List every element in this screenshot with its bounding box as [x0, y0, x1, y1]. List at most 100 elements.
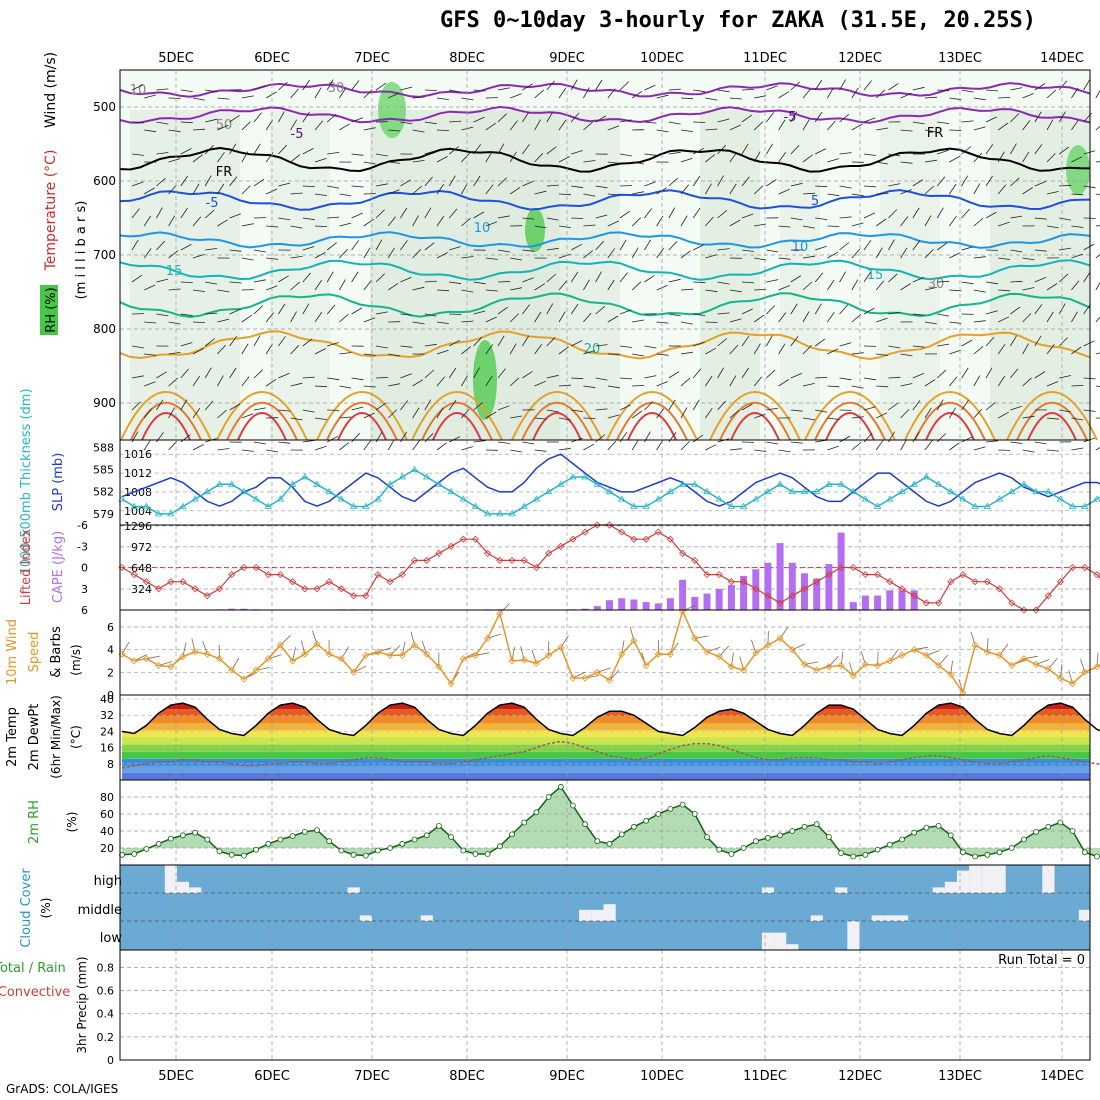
upper-wind-barb: [1010, 87, 1023, 91]
thickness-point: [666, 487, 675, 495]
thickness-slp-frame: [119, 439, 1091, 526]
upper-wind-barb: [766, 112, 775, 123]
upper-wind-barb: [1034, 111, 1042, 123]
cloud-bar: [189, 887, 202, 893]
cloud-bar: [956, 870, 970, 893]
upper-wind-barb: [839, 435, 851, 443]
ylabel-rh-units: (%): [65, 812, 79, 833]
upper-wind-barb: [241, 185, 251, 195]
top-date-label: 14DEC: [1040, 51, 1084, 66]
upper-wind-barb: [680, 97, 694, 100]
upper-wind-barb: [936, 399, 944, 411]
ylabel-rh: RH (%): [44, 287, 59, 332]
upper-wind-barb: [204, 338, 215, 347]
upper-wind-barb: [851, 248, 861, 259]
pressure-tick-label: 600: [93, 174, 116, 188]
upper-wind-barb: [705, 321, 718, 323]
slp-line: [121, 453, 1100, 507]
upper-wind-barb: [936, 242, 948, 251]
lifted-index-point: [922, 599, 930, 607]
upper-wind-barb: [461, 346, 472, 355]
upper-wind-barb: [180, 313, 193, 317]
contour-label: 50: [216, 118, 233, 133]
lifted-index-point: [1032, 606, 1040, 614]
upper-wind-barb: [168, 441, 178, 451]
lifted-tick-label: 0: [81, 562, 88, 575]
upper-wind-barb: [485, 221, 498, 227]
upper-wind-barb: [327, 152, 340, 155]
upper-wind-barb: [229, 213, 241, 219]
upper-wind-barb: [680, 351, 693, 355]
upper-wind-barb: [351, 153, 364, 156]
upper-wind-barb: [192, 321, 206, 323]
upper-wind-barb: [998, 411, 1009, 419]
upper-wind-barb: [790, 81, 801, 91]
ylabel-barbs: & Barbs: [49, 626, 64, 678]
upper-wind-barb: [1046, 417, 1059, 420]
upper-wind-barb: [327, 435, 338, 443]
upper-wind-barb: [607, 161, 620, 164]
upper-wind-barb: [1083, 79, 1091, 91]
cape-tick-label: 1296: [124, 520, 152, 533]
lifted-index-point: [825, 571, 833, 579]
upper-wind-barb: [571, 377, 584, 380]
upper-wind-barb: [180, 342, 193, 347]
upper-wind-barb: [924, 159, 937, 163]
rh-point: [399, 840, 406, 847]
wind-speed-point: [325, 650, 333, 658]
upper-wind-barb: [888, 153, 901, 157]
upper-wind-barb: [351, 406, 364, 411]
upper-wind-barb: [571, 217, 584, 219]
upper-wind-barb: [229, 308, 241, 315]
upper-wind-barb: [558, 193, 572, 196]
ylabel-minmax: (6hr Min/Max): [49, 695, 63, 779]
upper-wind-barb: [1034, 144, 1043, 155]
upper-wind-barb: [973, 217, 984, 227]
upper-wind-barb: [656, 129, 669, 133]
lifted-index-point: [289, 578, 297, 586]
lifted-index-point: [752, 585, 760, 593]
upper-wind-barb: [631, 247, 639, 259]
upper-wind-barb: [412, 160, 425, 163]
lifted-index-point: [569, 535, 577, 543]
upper-wind-barb: [717, 367, 725, 379]
cloud-bar: [761, 932, 775, 950]
upper-wind-barb: [985, 367, 993, 379]
upper-wind-barb: [509, 151, 517, 163]
upper-wind-barb: [314, 311, 323, 323]
upper-wind-barb: [827, 348, 839, 355]
upper-wind-barb: [644, 153, 657, 156]
upper-wind-barb: [205, 248, 218, 251]
surface-isotherm-arc: [411, 391, 503, 441]
upper-wind-barb: [1058, 337, 1068, 347]
upper-wind-barb: [705, 216, 714, 227]
rh-tick-label: 60: [100, 808, 114, 821]
upper-wind-barb: [717, 400, 726, 411]
top-date-label: 8DEC: [449, 51, 485, 66]
upper-wind-barb: [1046, 225, 1059, 229]
thickness-point: [374, 495, 382, 502]
upper-wind-barb: [278, 409, 291, 412]
upper-wind-barb: [1095, 282, 1100, 291]
cape-tick-label: 648: [131, 562, 152, 575]
surface-isotherm-arc: [130, 401, 202, 441]
wind-speed-point: [459, 655, 467, 663]
pressure-tick-label: 800: [93, 322, 116, 336]
upper-wind-barb: [1034, 249, 1047, 252]
upper-wind-barb: [436, 289, 450, 292]
rh-point: [265, 840, 272, 847]
lifted-index-point: [1044, 592, 1052, 600]
upper-wind-barb: [351, 377, 364, 381]
upper-wind-barb: [339, 352, 352, 355]
wind-tick-label: 6: [107, 621, 114, 634]
rh-point: [314, 827, 320, 833]
upper-wind-barb: [375, 183, 388, 187]
upper-wind-barb: [985, 89, 999, 92]
ylabel-2m-dewpt: 2m DewPt: [27, 704, 42, 771]
upper-wind-barb: [546, 111, 554, 123]
ylabel-precip-units: 3hr Precip (mm): [75, 956, 89, 1053]
cloud-bar: [591, 909, 604, 921]
isotherm-line: [119, 231, 1091, 249]
upper-wind-barb: [217, 344, 226, 355]
upper-wind-barb: [717, 338, 728, 347]
